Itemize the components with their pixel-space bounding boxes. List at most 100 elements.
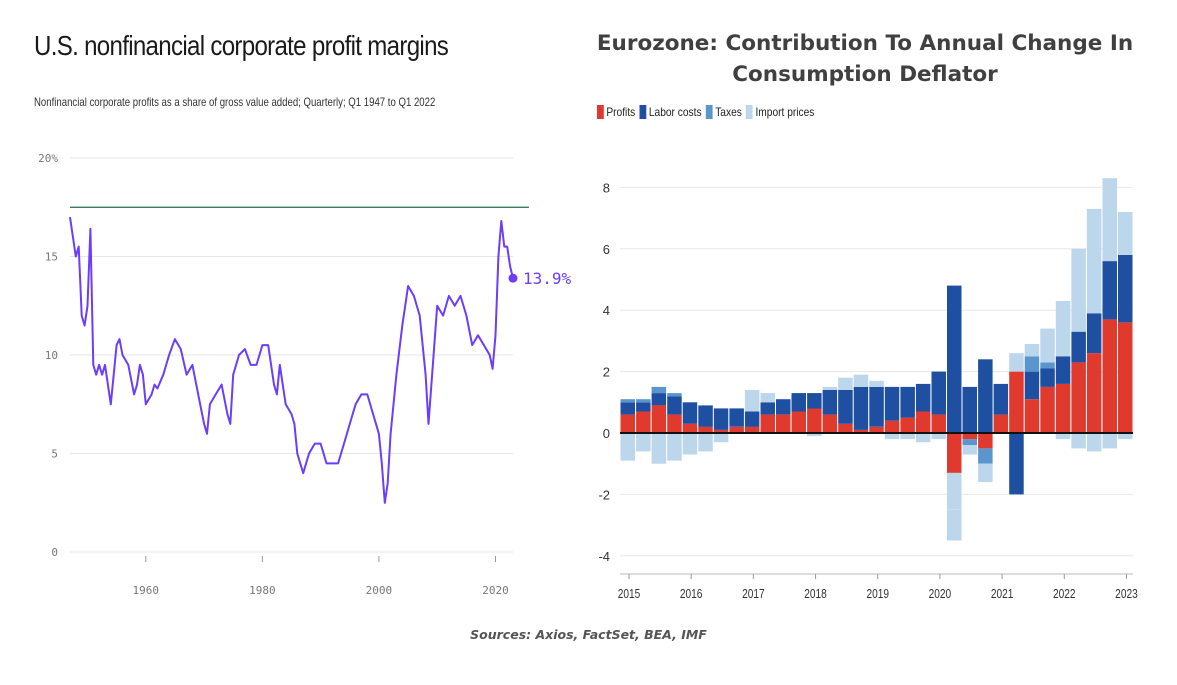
bar-segment — [698, 405, 713, 427]
bar-segment — [1055, 433, 1071, 440]
bar-segment — [760, 393, 775, 403]
bar-segment — [667, 414, 682, 433]
legend-swatch — [597, 105, 604, 119]
bar-segment — [993, 414, 1009, 433]
bar-segment — [900, 433, 915, 440]
bar-segment — [884, 420, 900, 433]
left-y-tick-label: 15 — [45, 251, 58, 264]
bar-segment — [1071, 331, 1086, 363]
right-x-tick-label: 2016 — [680, 587, 703, 601]
bar-segment — [884, 386, 900, 421]
bar-segment — [853, 374, 869, 387]
bar-segment — [1055, 383, 1071, 433]
bar-segment — [651, 393, 667, 406]
right-x-tick-label: 2023 — [1115, 587, 1138, 601]
bar-segment — [853, 386, 869, 430]
left-chart-title: U.S. nonfinancial corporate profit margi… — [34, 30, 449, 61]
bar-segment — [1086, 313, 1102, 354]
bar-segment — [682, 433, 698, 455]
bar-segment — [978, 433, 993, 449]
bar-segment — [931, 414, 946, 433]
bar-segment — [915, 411, 931, 433]
bar-segment — [636, 399, 651, 403]
bar-segment — [744, 426, 760, 433]
bar-segment — [651, 386, 667, 393]
bar-segment — [713, 433, 729, 443]
right-x-tick-label: 2019 — [866, 587, 889, 601]
bar-segment — [807, 393, 822, 409]
bar-segment — [1040, 368, 1055, 387]
bar-segment — [838, 423, 853, 433]
bar-segment — [869, 426, 884, 433]
right-title-line-2: Consumption Deflator — [732, 62, 998, 87]
bar-segment — [962, 439, 977, 446]
bar-segment — [1055, 356, 1071, 384]
bar-segment — [947, 472, 962, 510]
legend-swatch — [746, 105, 753, 119]
bar-segment — [915, 433, 931, 443]
bar-segment — [1102, 433, 1117, 449]
bar-segment — [1040, 328, 1055, 363]
right-x-tick-label: 2022 — [1053, 587, 1076, 601]
bar-segment — [1071, 248, 1086, 332]
bar-segment — [776, 399, 791, 415]
bar-segment — [1055, 301, 1071, 357]
left-y-tick-label: 20% — [38, 152, 58, 165]
bar-segment — [869, 386, 884, 427]
bar-segment — [962, 386, 977, 433]
bar-segment — [1102, 178, 1117, 262]
end-point-label: 13.9% — [523, 269, 572, 288]
bar-segment — [869, 380, 884, 387]
legend-item: Import prices — [746, 105, 814, 119]
bar-segment — [791, 393, 806, 412]
left-line-chart: 0 5 10 15 20% 1960 1980 2000 2020 13.9% — [38, 152, 572, 597]
right-x-tick-label: 2017 — [742, 587, 765, 601]
legend-item: Labor costs — [639, 105, 702, 119]
right-y-tick-label: 6 — [603, 242, 610, 257]
bar-segment — [978, 448, 993, 464]
bar-segment — [915, 383, 931, 412]
left-y-tick-label: 5 — [51, 448, 58, 461]
bar-segment — [978, 463, 993, 483]
bar-segment — [698, 433, 713, 452]
bar-segment — [636, 402, 651, 412]
left-x-tick-label: 2000 — [366, 584, 393, 597]
bar-segment — [682, 423, 698, 433]
sources-note: Sources: Axios, FactSet, BEA, IMF — [470, 627, 707, 642]
bar-segment — [822, 390, 838, 415]
legend-swatch — [639, 105, 647, 119]
right-y-tick-label: -4 — [598, 549, 610, 564]
bar-segment — [931, 371, 946, 415]
bar-segment — [838, 390, 853, 424]
bar-segment — [682, 402, 698, 424]
right-y-tick-label: 4 — [603, 303, 610, 318]
bar-segment — [807, 433, 822, 437]
left-x-tick-label: 1980 — [249, 584, 276, 597]
bar-segment — [636, 411, 651, 433]
bar-segment — [993, 383, 1009, 415]
bar-segment — [1009, 371, 1024, 433]
bar-segment — [1086, 208, 1102, 314]
legend-label: Import prices — [755, 105, 815, 119]
bar-segment — [1040, 362, 1055, 369]
bar-segment — [620, 433, 635, 461]
bar-segment — [1102, 319, 1117, 433]
legend-label: Labor costs — [648, 105, 702, 119]
legend-label: Profits — [606, 105, 636, 119]
bar-segment — [962, 433, 977, 440]
right-y-tick-label: 0 — [603, 426, 610, 441]
bar-segment — [1071, 362, 1086, 433]
bar-segment — [667, 433, 682, 461]
left-x-tick-label: 2020 — [482, 584, 509, 597]
bar-segment — [729, 408, 744, 427]
bar-segment — [620, 399, 635, 403]
bar-segment — [1118, 322, 1133, 433]
left-x-tick-label: 1960 — [133, 584, 160, 597]
left-y-tick-label: 10 — [45, 349, 58, 362]
bar-segment — [744, 411, 760, 427]
bar-segment — [651, 433, 667, 464]
bar-segment — [713, 429, 729, 433]
right-chart-legend: Profits Labor costs Taxes Import prices — [597, 105, 819, 119]
bar-segment — [947, 509, 962, 541]
end-point-marker — [508, 273, 518, 283]
